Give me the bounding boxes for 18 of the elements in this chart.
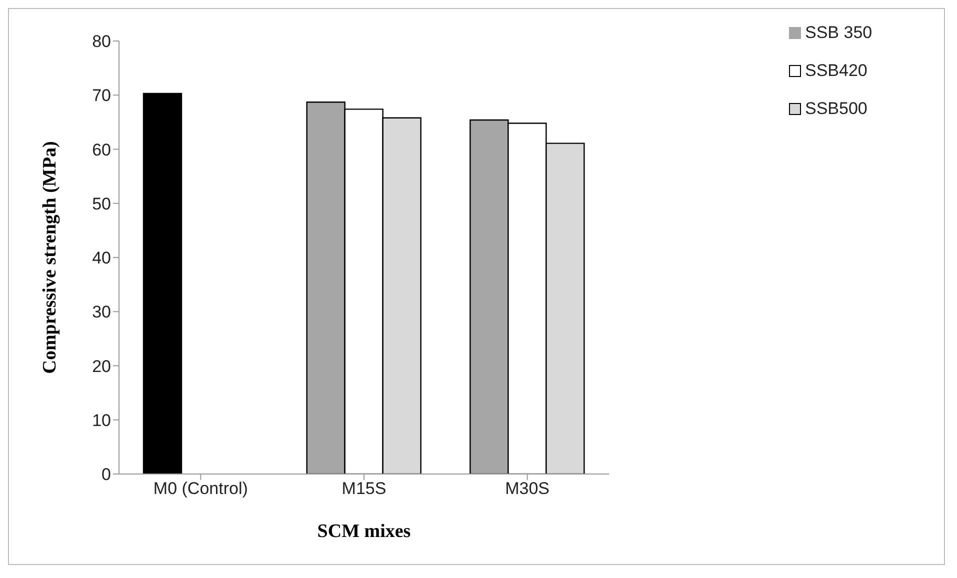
y-axis-title: Compressive strength (MPa) bbox=[40, 141, 61, 374]
y-tick-label: 30 bbox=[92, 302, 111, 322]
legend-label: SSB420 bbox=[805, 61, 868, 81]
y-tick-label: 40 bbox=[92, 248, 111, 268]
legend-label: SSB 350 bbox=[805, 23, 872, 43]
y-tick-label: 50 bbox=[92, 194, 111, 214]
y-tick-label: 20 bbox=[92, 356, 111, 376]
bar bbox=[142, 92, 182, 474]
y-tick-label: 60 bbox=[92, 140, 111, 160]
y-tick-label: 0 bbox=[102, 465, 111, 484]
x-tick-label: M0 (Control) bbox=[153, 479, 248, 498]
y-tick-label: 70 bbox=[92, 86, 111, 106]
legend-label: SSB500 bbox=[805, 99, 868, 119]
y-tick-label: 80 bbox=[92, 32, 111, 52]
x-tick-label: M30S bbox=[505, 479, 550, 498]
x-tick-label: M15S bbox=[342, 479, 386, 498]
x-axis-title: SCM mixes bbox=[317, 521, 411, 542]
y-tick-label: 10 bbox=[92, 410, 111, 430]
